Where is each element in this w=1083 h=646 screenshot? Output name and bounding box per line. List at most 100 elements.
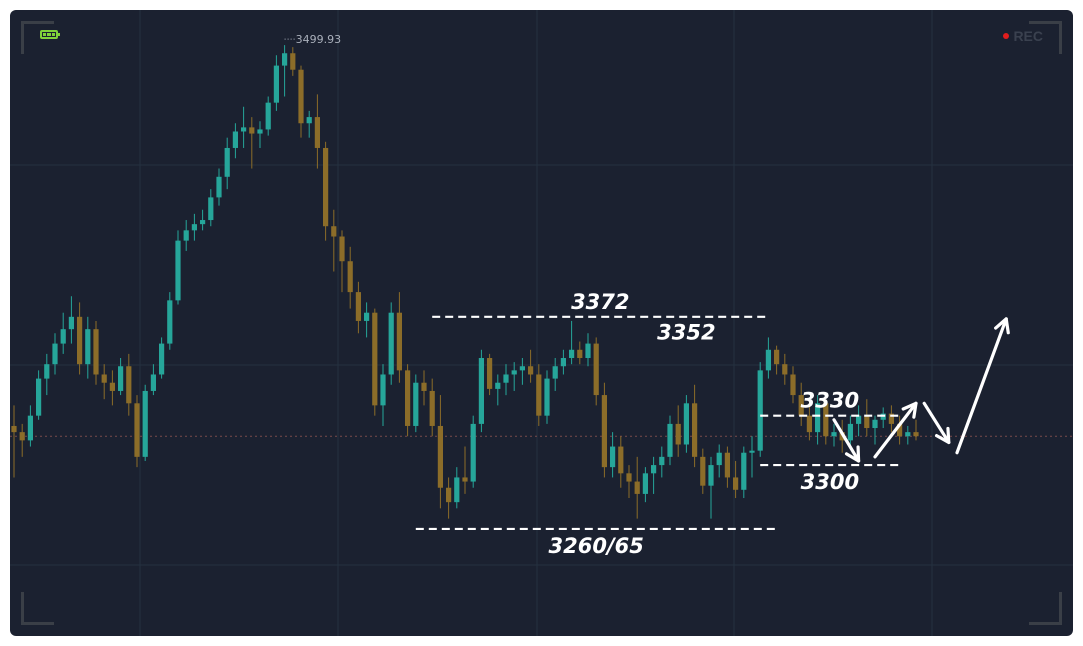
candle-up xyxy=(44,353,50,396)
candle-up xyxy=(872,415,878,445)
candle-up xyxy=(610,432,616,478)
candle-up xyxy=(470,415,476,488)
candle-up xyxy=(519,358,525,385)
candle-down xyxy=(462,446,468,494)
candle-up xyxy=(667,415,673,466)
candle-up xyxy=(560,349,566,375)
arrow-head xyxy=(901,401,918,419)
candle-up xyxy=(815,395,821,445)
candle-body xyxy=(331,226,337,237)
candle-down xyxy=(733,460,739,499)
candle-body xyxy=(347,261,353,293)
candle-up xyxy=(224,137,230,190)
candle-body xyxy=(774,349,780,365)
candle-body xyxy=(823,403,829,437)
candle-body xyxy=(101,374,107,383)
candle-down xyxy=(446,477,452,519)
annotation-layer: 3499.93 3372 3330 3300 3260/65 3352 xyxy=(284,33,1010,558)
candlestick-chart: 3499.93 3372 3330 3300 3260/65 3352 xyxy=(10,10,1073,636)
candle-down xyxy=(314,94,320,169)
candle-body xyxy=(150,374,156,391)
battery-icon xyxy=(40,30,60,39)
candle-body xyxy=(462,477,468,482)
arrow-head xyxy=(844,445,861,463)
candle-down xyxy=(298,65,304,138)
candle-up xyxy=(175,230,181,305)
candle-body xyxy=(790,374,796,396)
candle-body xyxy=(511,370,517,375)
candle-body xyxy=(109,382,115,391)
candle-down xyxy=(700,448,706,494)
candle-body xyxy=(503,374,509,383)
candle-up xyxy=(282,45,288,97)
candle-body xyxy=(552,366,558,379)
candle-down xyxy=(331,209,337,272)
arrow-shaft xyxy=(955,317,1008,455)
candle-up xyxy=(651,456,657,494)
candle-up xyxy=(659,446,665,478)
peak-price-label: 3499.93 xyxy=(296,33,342,46)
candle-down xyxy=(396,292,402,383)
candle-body xyxy=(495,382,501,389)
candle-body xyxy=(372,312,378,406)
candle-body xyxy=(388,312,394,375)
candle-body xyxy=(757,370,763,451)
candle-body xyxy=(618,446,624,474)
candle-body xyxy=(208,197,214,221)
candle-down xyxy=(823,399,829,445)
candle-up xyxy=(52,333,58,375)
candle-body xyxy=(421,382,427,391)
candle-up xyxy=(511,362,517,391)
candle-down xyxy=(93,320,99,385)
candle-up xyxy=(208,189,214,227)
projection-arrow-icon xyxy=(832,418,861,463)
candle-down xyxy=(11,405,17,478)
candle-down xyxy=(626,465,632,499)
candle-up xyxy=(216,168,222,206)
candle-body xyxy=(659,456,665,466)
candle-body xyxy=(815,403,821,433)
candle-body xyxy=(634,481,640,494)
arrow-head xyxy=(994,317,1010,335)
candle-body xyxy=(798,395,804,416)
candle-up xyxy=(60,312,66,354)
level-label-3300: 3300 xyxy=(801,470,859,494)
candle-body xyxy=(560,358,566,367)
candle-body xyxy=(175,240,181,301)
candle-down xyxy=(528,349,534,383)
candle-body xyxy=(692,403,698,457)
candle-down xyxy=(618,436,624,488)
candle-down xyxy=(790,366,796,404)
candle-down xyxy=(339,230,345,293)
candle-down xyxy=(347,246,353,309)
candle-up xyxy=(905,425,911,445)
rec-label: REC xyxy=(1013,28,1043,44)
candle-body xyxy=(437,425,443,488)
candle-body xyxy=(118,366,124,391)
candle-body xyxy=(577,349,583,359)
candle-body xyxy=(544,378,550,416)
candle-up xyxy=(27,405,33,447)
candle-body xyxy=(290,53,296,70)
level-label-3330: 3330 xyxy=(801,389,859,413)
candle-body xyxy=(232,131,238,148)
projection-arrow-icon xyxy=(922,401,951,445)
candle-down xyxy=(724,446,730,488)
candle-up xyxy=(544,370,550,424)
candle-body xyxy=(380,374,386,406)
candle-body xyxy=(765,349,771,371)
record-dot-icon xyxy=(1003,33,1010,39)
candle-body xyxy=(413,382,419,426)
candle-down xyxy=(593,337,599,406)
candle-down xyxy=(437,395,443,509)
candle-body xyxy=(831,432,837,437)
candle-up xyxy=(716,444,722,478)
candle-down xyxy=(421,370,427,406)
candle-down xyxy=(77,302,83,375)
candle-body xyxy=(323,147,329,227)
candle-up xyxy=(749,436,755,478)
candle-body xyxy=(298,69,304,124)
candle-body xyxy=(273,65,279,103)
projection-arrow-icon xyxy=(955,317,1010,455)
candle-up xyxy=(856,405,862,437)
